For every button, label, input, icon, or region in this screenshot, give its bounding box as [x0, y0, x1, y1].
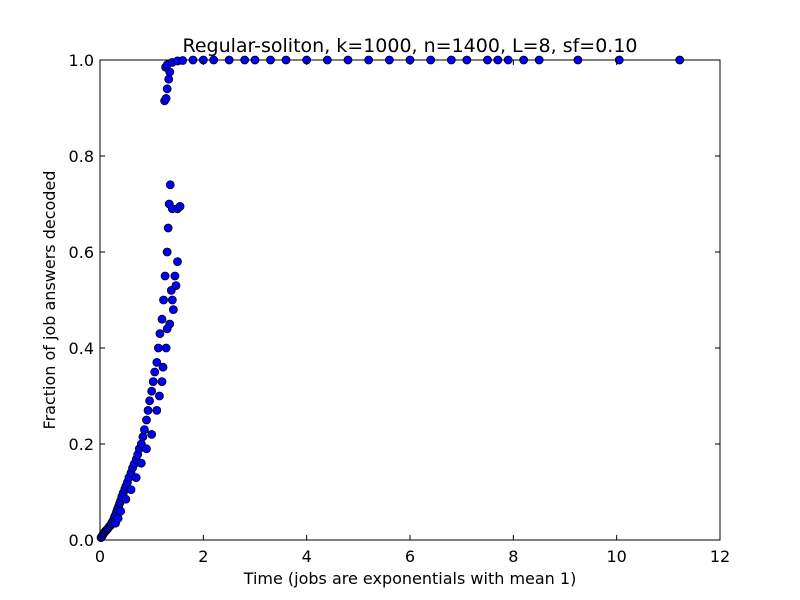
data-point [163, 223, 173, 233]
x-tick-label: 8 [508, 547, 518, 566]
data-point [138, 432, 148, 442]
data-point [161, 94, 171, 103]
data-point [142, 444, 151, 454]
data-point [155, 391, 164, 401]
data-point [173, 257, 182, 267]
x-tick-label: 4 [302, 547, 312, 566]
data-point [171, 281, 181, 291]
data-point [165, 180, 175, 190]
data-point [240, 55, 250, 65]
data-point [446, 55, 456, 65]
data-point [121, 494, 131, 504]
data-point [178, 56, 188, 65]
data-point [573, 55, 583, 65]
y-tick-label: 1.0 [69, 51, 94, 70]
data-point [145, 396, 155, 406]
data-point [209, 55, 219, 65]
data-point [426, 55, 436, 65]
data-point [157, 377, 167, 387]
data-point [675, 55, 685, 65]
data-point [159, 295, 168, 305]
y-tick-label: 0.2 [69, 435, 94, 454]
data-point [155, 329, 165, 339]
data-point [143, 405, 153, 415]
x-tick-label: 2 [198, 547, 208, 566]
data-point [364, 55, 374, 65]
data-point [140, 425, 149, 435]
points-layer [96, 55, 685, 542]
data-point [462, 55, 472, 65]
data-point [503, 55, 513, 65]
y-axis-label: Fraction of job answers decoded [40, 171, 59, 430]
data-point [281, 55, 291, 65]
data-point [322, 55, 332, 65]
x-tick-label: 6 [405, 547, 415, 566]
data-point [168, 305, 178, 315]
data-point [131, 473, 141, 483]
data-point [152, 357, 162, 367]
data-point [343, 55, 353, 65]
data-point [126, 485, 136, 495]
data-point [519, 55, 529, 65]
data-point [116, 506, 126, 516]
data-point [164, 74, 174, 84]
y-tick-label: 0.8 [69, 147, 94, 166]
data-point [162, 84, 172, 94]
chart-title: Regular-soliton, k=1000, n=1400, L=8, sf… [182, 35, 637, 57]
data-point [483, 55, 492, 65]
data-point [150, 367, 160, 377]
data-point [167, 295, 177, 305]
data-point [147, 386, 157, 396]
data-point [175, 201, 185, 211]
data-point [158, 362, 168, 372]
y-tick-label: 0.4 [69, 339, 94, 358]
data-point [142, 415, 151, 425]
x-axis-label: Time (jobs are exponentials with mean 1) [243, 569, 577, 588]
x-tick-label: 0 [95, 547, 105, 566]
x-tick-label: 12 [710, 547, 730, 566]
data-point [113, 514, 123, 523]
data-point [534, 55, 544, 65]
ticks-layer: 0 2 4 6 8 10 12 0.0 0.2 0.4 0.6 0.8 1.0 [69, 51, 731, 566]
data-point [250, 55, 260, 65]
data-point [153, 343, 163, 353]
plot-area [99, 59, 721, 541]
data-point [224, 55, 234, 65]
data-point [161, 343, 171, 353]
y-tick-label: 0.0 [69, 531, 94, 550]
data-point [152, 405, 162, 415]
data-point [266, 55, 275, 65]
data-point [162, 324, 172, 334]
data-point [170, 271, 180, 281]
data-point [157, 314, 167, 324]
data-point [188, 55, 198, 65]
data-point [162, 247, 172, 257]
data-point [614, 55, 624, 65]
data-point [493, 55, 503, 65]
data-point [147, 429, 157, 439]
data-point [384, 55, 394, 65]
data-point [136, 458, 146, 468]
y-tick-label: 0.6 [69, 243, 94, 262]
x-tick-label: 10 [606, 547, 626, 566]
data-point [148, 377, 158, 387]
plot-frame [99, 59, 721, 541]
data-point [160, 271, 170, 281]
